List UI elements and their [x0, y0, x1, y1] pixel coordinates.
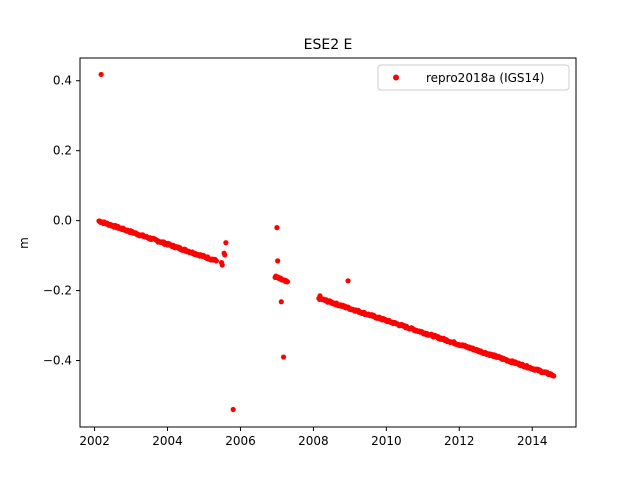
data-point [280, 354, 287, 360]
legend: repro2018a (IGS14) [377, 64, 570, 91]
plot-frame [79, 57, 577, 428]
legend-marker [393, 74, 399, 81]
y-tick-label: 0.2 [53, 144, 72, 158]
data-point [551, 373, 557, 379]
y-tick-label: 0.0 [53, 214, 72, 228]
x-tick-label: 2006 [225, 434, 256, 448]
y-axis-label: m [17, 237, 31, 249]
chart-title: ESE2 E [304, 37, 353, 53]
y-tick-label: −0.2 [43, 284, 72, 298]
x-tick-label: 2012 [444, 434, 475, 448]
x-tick-label: 2008 [298, 434, 329, 448]
data-point [223, 240, 229, 246]
data-point [213, 258, 219, 264]
y-tick-label: 0.4 [53, 74, 72, 88]
x-tick-label: 2014 [517, 434, 548, 448]
y-tick-label: −0.4 [43, 354, 72, 368]
x-tick-label: 2004 [152, 434, 183, 448]
data-point [98, 71, 104, 78]
x-tick-label: 2002 [79, 434, 110, 448]
x-axis-ticks: 2002 2004 2006 2008 2010 2012 2014 [79, 427, 548, 448]
data-point [278, 299, 284, 305]
data-point [219, 262, 225, 268]
data-point [222, 252, 228, 258]
data-point [275, 258, 281, 264]
data-point [345, 278, 351, 284]
y-axis-ticks: 0.4 0.2 0.0 −0.2 −0.4 [43, 74, 80, 368]
legend-box [377, 64, 570, 91]
data-points [96, 71, 557, 413]
data-point [317, 293, 323, 299]
data-point [230, 406, 236, 413]
legend-label: repro2018a (IGS14) [426, 71, 544, 85]
data-point [284, 279, 291, 285]
x-tick-label: 2010 [371, 434, 402, 448]
data-point [274, 225, 280, 231]
